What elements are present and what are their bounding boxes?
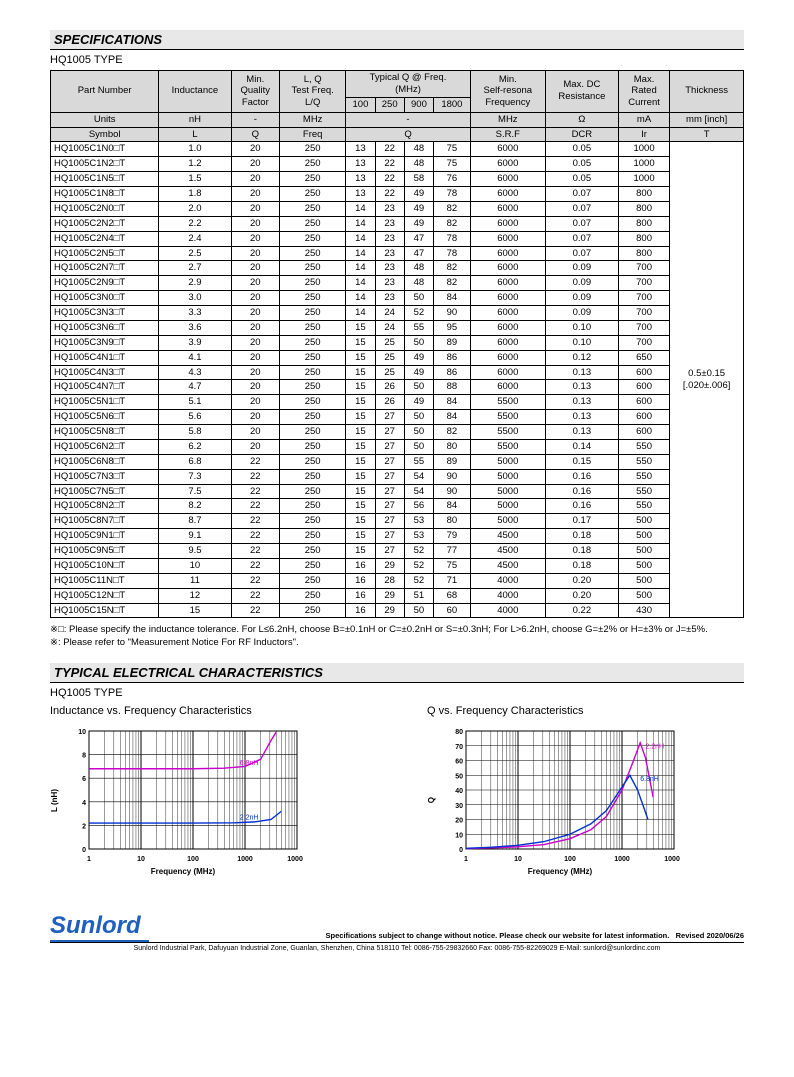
- spec-table: Part NumberInductanceMin.QualityFactorL,…: [50, 70, 744, 618]
- type-label: HQ1005 TYPE: [50, 54, 744, 66]
- table-row: HQ1005C5N6□T5.6202501527508455000.13600: [51, 410, 744, 425]
- svg-text:70: 70: [455, 744, 463, 751]
- svg-text:6: 6: [82, 776, 86, 783]
- svg-text:8: 8: [82, 753, 86, 760]
- table-row: HQ1005C8N7□T8.7222501527538050000.17500: [51, 514, 744, 529]
- table-row: HQ1005C2N2□T2.2202501423498260000.07800: [51, 216, 744, 231]
- chart2-box: Q vs. Frequency Characteristics Q 0 10 20 3…: [427, 705, 744, 876]
- svg-text:10: 10: [78, 729, 86, 736]
- spec-header: SPECIFICATIONS: [50, 30, 744, 50]
- svg-text:1000: 1000: [614, 856, 630, 863]
- svg-text:30: 30: [455, 803, 463, 810]
- table-row: HQ1005C7N3□T7.3222501527549050000.16550: [51, 469, 744, 484]
- table-row: HQ1005C15N□T15222501629506040000.22430: [51, 603, 744, 618]
- svg-text:20: 20: [455, 818, 463, 825]
- note2: ※: Please refer to "Measurement Notice F…: [50, 637, 744, 649]
- svg-text:6.8nH: 6.8nH: [240, 760, 259, 767]
- table-row: HQ1005C3N9□T3.9202501525508960000.10700: [51, 335, 744, 350]
- table-row: HQ1005C9N5□T9.5222501527527745000.18500: [51, 544, 744, 559]
- table-row: HQ1005C4N7□T4.7202501526508860000.13600: [51, 380, 744, 395]
- table-row: HQ1005C8N2□T8.2222501527568450000.16550: [51, 499, 744, 514]
- table-row: HQ1005C12N□T12222501629516840000.20500: [51, 588, 744, 603]
- chart1-ylabel: L (nH): [50, 789, 59, 812]
- table-row: HQ1005C2N9□T2.9202501423488260000.09700: [51, 276, 744, 291]
- chart1-box: Inductance vs. Frequency Characteristics…: [50, 705, 367, 876]
- svg-text:60: 60: [455, 759, 463, 766]
- table-row: HQ1005C4N1□T4.1202501525498660000.12650: [51, 350, 744, 365]
- charts-row: Inductance vs. Frequency Characteristics…: [50, 705, 744, 876]
- table-row: HQ1005C3N3□T3.3202501424529060000.09700: [51, 306, 744, 321]
- table-row: HQ1005C2N5□T2.5202501423477860000.07800: [51, 246, 744, 261]
- table-row: HQ1005C2N4□T2.4202501423477860000.07800: [51, 231, 744, 246]
- notes: ※□: Please specify the inductance tolera…: [50, 624, 744, 649]
- table-row: HQ1005C3N6□T3.6202501524559560000.10700: [51, 320, 744, 335]
- svg-text:10: 10: [137, 856, 145, 863]
- svg-text:80: 80: [455, 729, 463, 736]
- svg-text:6.8nH: 6.8nH: [640, 776, 659, 783]
- type-label-2: HQ1005 TYPE: [50, 687, 744, 699]
- svg-text:100: 100: [187, 856, 199, 863]
- table-row: HQ1005C9N1□T9.1222501527537945000.18500: [51, 529, 744, 544]
- table-row: HQ1005C5N8□T5.8202501527508255000.13600: [51, 425, 744, 440]
- table-row: HQ1005C2N7□T2.7202501423488260000.09700: [51, 261, 744, 276]
- svg-text:0: 0: [82, 847, 86, 854]
- svg-text:1: 1: [464, 856, 468, 863]
- svg-text:2: 2: [82, 823, 86, 830]
- svg-text:1: 1: [87, 856, 91, 863]
- elec-header: TYPICAL ELECTRICAL CHARACTERISTICS: [50, 663, 744, 683]
- footer-disclaimer: Specifications subject to change without…: [149, 931, 744, 942]
- svg-text:10000: 10000: [664, 856, 680, 863]
- svg-text:10000: 10000: [287, 856, 303, 863]
- svg-text:1000: 1000: [237, 856, 253, 863]
- table-row: HQ1005C10N□T10222501629527545000.18500: [51, 558, 744, 573]
- table-row: HQ1005C1N5□T1.5202501322587660000.051000: [51, 172, 744, 187]
- svg-text:0: 0: [459, 847, 463, 854]
- chart2-xlabel: Frequency (MHz): [528, 867, 592, 876]
- svg-text:40: 40: [455, 788, 463, 795]
- table-row: HQ1005C1N2□T1.2202501322487560000.051000: [51, 157, 744, 172]
- svg-text:100: 100: [564, 856, 576, 863]
- table-row: HQ1005C1N0□T1.0202501322487560000.051000…: [51, 142, 744, 157]
- svg-text:10: 10: [455, 832, 463, 839]
- table-row: HQ1005C6N8□T6.8222501527558950000.15550: [51, 454, 744, 469]
- svg-text:50: 50: [455, 773, 463, 780]
- logo: Sunlord: [50, 912, 149, 942]
- chart1-svg: 0 2 4 6 8 10 1 10 100 1000 10000 6.8nH 2.2nH: [63, 725, 303, 865]
- table-row: HQ1005C7N5□T7.5222501527549050000.16550: [51, 484, 744, 499]
- footer: Sunlord Specifications subject to change…: [50, 912, 744, 943]
- table-row: HQ1005C6N2□T6.2202501527508055000.14550: [51, 439, 744, 454]
- chart2-title: Q vs. Frequency Characteristics: [427, 705, 744, 717]
- table-row: HQ1005C5N1□T5.1202501526498455000.13600: [51, 395, 744, 410]
- table-row: HQ1005C3N0□T3.0202501423508460000.09700: [51, 291, 744, 306]
- table-row: HQ1005C1N8□T1.8202501322497860000.07800: [51, 187, 744, 202]
- svg-text:2.2nH: 2.2nH: [645, 744, 664, 751]
- svg-text:4: 4: [82, 800, 86, 807]
- table-row: HQ1005C2N0□T2.0202501423498260000.07800: [51, 201, 744, 216]
- chart1-title: Inductance vs. Frequency Characteristics: [50, 705, 367, 717]
- table-row: HQ1005C11N□T11222501628527140000.20500: [51, 573, 744, 588]
- chart1-xlabel: Frequency (MHz): [151, 867, 215, 876]
- footer-addr: Sunlord Industrial Park, Dafuyuan Indust…: [50, 945, 744, 952]
- table-row: HQ1005C4N3□T4.3202501525498660000.13600: [51, 365, 744, 380]
- svg-text:2.2nH: 2.2nH: [240, 815, 259, 822]
- chart2-svg: 0 10 20 30 40 50 60 70 80 1 10 100 1000 10000 2.2nH 6.8…: [440, 725, 680, 865]
- svg-text:10: 10: [514, 856, 522, 863]
- chart2-ylabel: Q: [427, 797, 436, 803]
- note1: ※□: Please specify the inductance tolera…: [50, 624, 744, 636]
